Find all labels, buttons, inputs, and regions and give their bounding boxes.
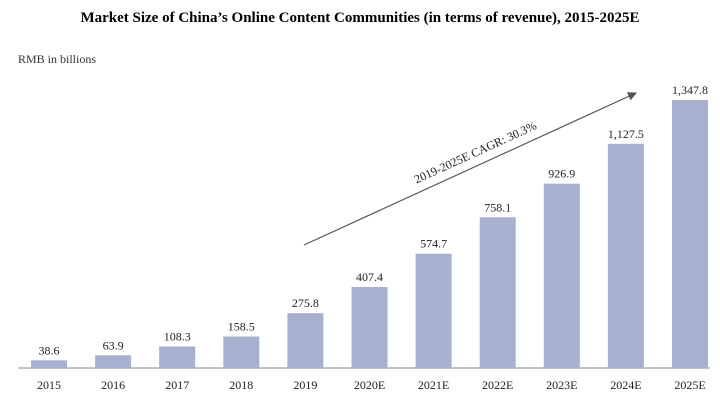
value-label-2020E: 407.4 [356,270,383,284]
value-label-2015: 38.6 [39,343,60,357]
value-label-2018: 158.5 [228,319,255,333]
x-tick-2022E: 2022E [482,378,513,392]
x-tick-2017: 2017 [165,378,189,392]
value-label-2025E: 1,347.8 [672,83,708,97]
x-tick-2021E: 2021E [418,378,449,392]
bar-2023E [543,183,580,368]
bar-2025E [672,100,708,368]
x-tick-2019: 2019 [293,378,317,392]
x-tick-2015: 2015 [37,378,61,392]
bar-2017 [159,346,196,368]
cagr-annotation: 2019-2025E CAGR: 30.3% [303,92,637,246]
x-tick-2025E: 2025E [674,378,705,392]
cagr-arrow [303,92,637,246]
value-label-2023E: 926.9 [548,167,575,181]
bar-2021E [415,253,452,368]
bar-2018 [223,336,260,368]
bar-2015 [31,360,67,368]
x-tick-2024E: 2024E [610,378,641,392]
value-label-2019: 275.8 [292,296,319,310]
value-label-2021E: 574.7 [420,237,447,251]
value-label-2022E: 758.1 [484,200,511,214]
chart-title: Market Size of China’s Online Content Co… [80,10,640,26]
bar-2019 [287,313,324,368]
value-label-2024E: 1,127.5 [608,127,644,141]
cagr-label: 2019-2025E CAGR: 30.3% [412,118,539,186]
bar-2022E [479,217,516,368]
value-label-2016: 63.9 [103,338,124,352]
x-tick-2016: 2016 [101,378,125,392]
y-axis-unit-label: RMB in billions [18,52,97,66]
bar-2020E [351,286,388,368]
bar-2024E [607,143,644,368]
bar-2016 [95,355,132,368]
value-label-2017: 108.3 [164,329,191,343]
x-tick-2020E: 2020E [354,378,385,392]
x-tick-2023E: 2023E [546,378,577,392]
x-tick-2018: 2018 [229,378,253,392]
